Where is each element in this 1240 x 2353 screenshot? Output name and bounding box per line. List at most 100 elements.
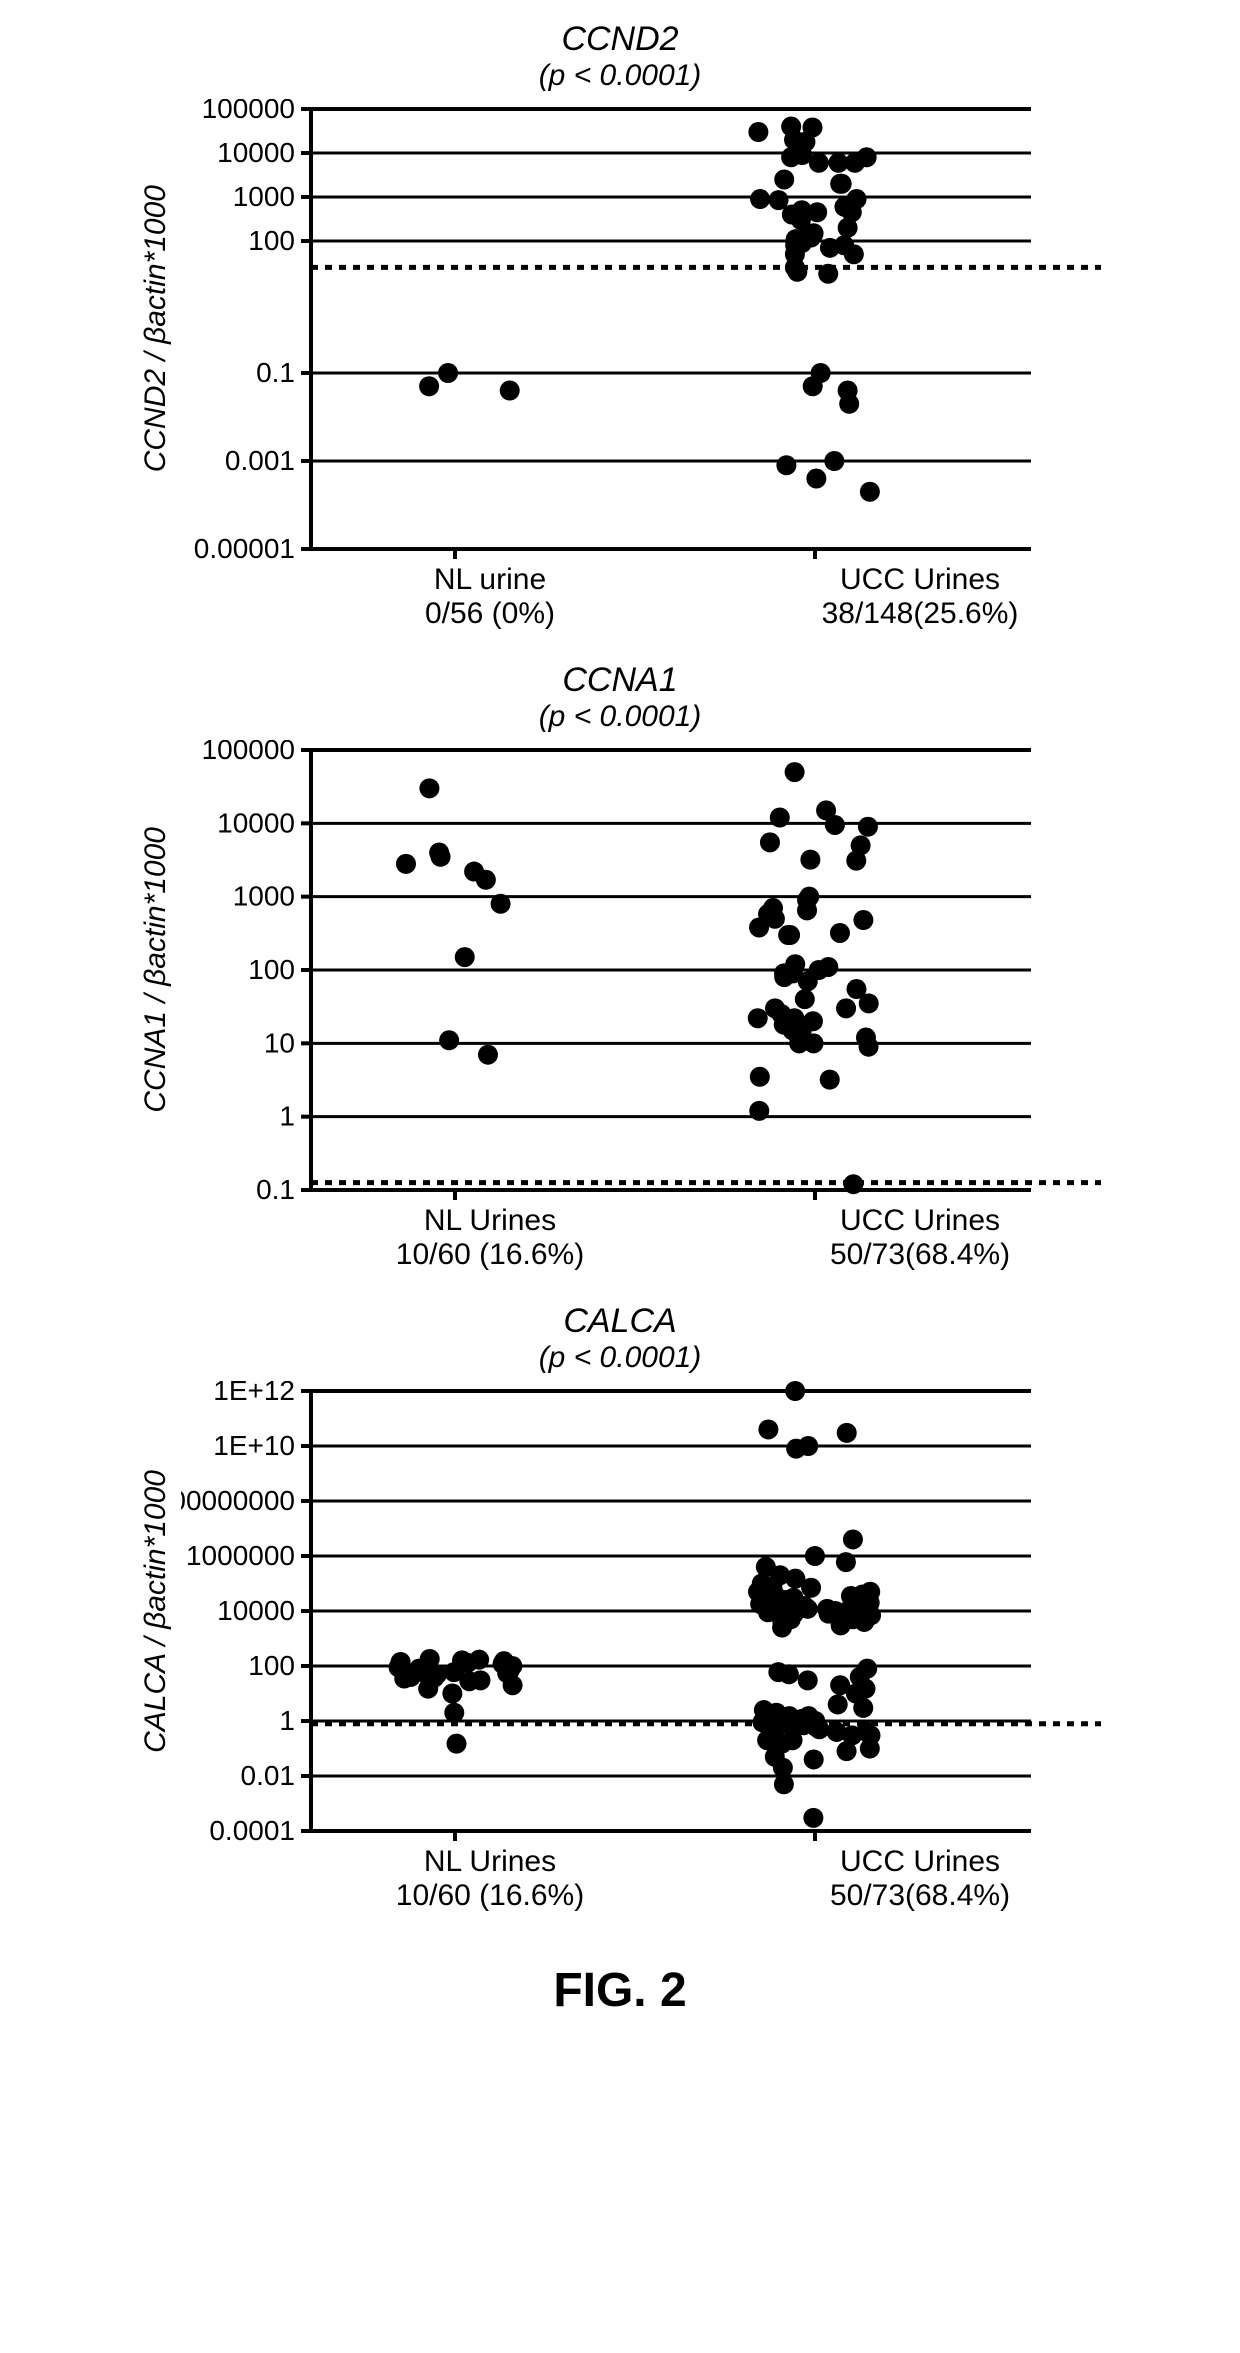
data-point xyxy=(455,947,475,967)
y-tick-label: 10000 xyxy=(217,807,295,838)
y-axis-label: CALCA / βactin*1000 xyxy=(139,1470,173,1753)
data-point xyxy=(804,1749,824,1769)
x-category-count: 0/56 (0%) xyxy=(340,597,640,631)
chart-subtitle: (p < 0.0001) xyxy=(539,700,702,734)
data-point xyxy=(785,1381,805,1401)
x-category-label: UCC Urines38/148(25.6%) xyxy=(770,563,1070,631)
data-point xyxy=(444,1703,464,1723)
data-point xyxy=(772,1618,792,1638)
data-point xyxy=(820,1070,840,1090)
data-point xyxy=(786,1439,806,1459)
scatter-plot: 1E+121E+1010000000010000001000010010.010… xyxy=(181,1381,1101,1841)
x-category-count: 38/148(25.6%) xyxy=(770,597,1070,631)
data-point xyxy=(396,854,416,874)
y-tick-label: 0.00001 xyxy=(194,533,295,559)
y-tick-label: 100 xyxy=(248,954,295,985)
data-point xyxy=(419,376,439,396)
data-point xyxy=(809,153,829,173)
x-category-name: NL Urines xyxy=(340,1845,640,1879)
chart-title: CALCA xyxy=(539,1302,702,1341)
x-category-name: NL urine xyxy=(340,563,640,597)
data-point xyxy=(828,1694,848,1714)
y-tick-label: 10000 xyxy=(217,1595,295,1626)
data-point xyxy=(459,1671,479,1691)
y-tick-label: 1E+12 xyxy=(213,1381,295,1406)
x-category-label: UCC Urines50/73(68.4%) xyxy=(770,1845,1070,1913)
panel-ccna1: CCNA1(p < 0.0001)CCNA1 / βactin*10001000… xyxy=(105,661,1135,1272)
chart-title: CCND2 xyxy=(539,20,702,59)
data-point xyxy=(503,1675,523,1695)
x-category-name: UCC Urines xyxy=(770,563,1070,597)
y-tick-label: 10 xyxy=(264,1027,295,1058)
scatter-plot: 1000001000010001000.10.0010.00001 xyxy=(181,99,1101,559)
data-point xyxy=(831,1615,851,1635)
data-point xyxy=(854,1612,874,1632)
data-point xyxy=(844,244,864,264)
data-point xyxy=(843,1529,863,1549)
y-tick-label: 1E+10 xyxy=(213,1430,295,1461)
data-point xyxy=(836,998,856,1018)
data-point xyxy=(500,381,520,401)
x-category-name: UCC Urines xyxy=(770,1204,1070,1238)
data-point xyxy=(464,862,484,882)
y-tick-label: 100000000 xyxy=(181,1485,295,1516)
data-point xyxy=(748,1008,768,1028)
y-tick-label: 1000 xyxy=(233,881,295,912)
data-point xyxy=(853,1698,873,1718)
x-category-count: 10/60 (16.6%) xyxy=(340,1238,640,1272)
data-point xyxy=(795,989,815,1009)
data-point xyxy=(760,832,780,852)
x-category-name: NL Urines xyxy=(340,1204,640,1238)
data-point xyxy=(779,1664,799,1684)
data-point xyxy=(781,117,801,137)
y-tick-label: 1 xyxy=(279,1101,295,1132)
data-point xyxy=(805,1546,825,1566)
x-category-count: 50/73(68.4%) xyxy=(770,1879,1070,1913)
data-point xyxy=(860,482,880,502)
data-point xyxy=(858,817,878,837)
data-point xyxy=(830,923,850,943)
x-category-label: NL Urines10/60 (16.6%) xyxy=(340,1204,640,1272)
data-point xyxy=(859,1037,879,1057)
data-point xyxy=(394,1669,414,1689)
data-point xyxy=(843,1174,863,1194)
data-point xyxy=(749,1101,769,1121)
data-point xyxy=(750,189,770,209)
y-tick-label: 1 xyxy=(279,1705,295,1736)
data-point xyxy=(860,1739,880,1759)
data-point xyxy=(442,1684,462,1704)
data-point xyxy=(800,850,820,870)
x-category-label: UCC Urines50/73(68.4%) xyxy=(770,1204,1070,1272)
y-tick-label: 1000 xyxy=(233,181,295,212)
y-tick-label: 0.1 xyxy=(256,1174,295,1200)
data-point xyxy=(478,1045,498,1065)
y-axis-label: CCNA1 / βactin*1000 xyxy=(139,827,173,1113)
data-point xyxy=(820,238,840,258)
data-point xyxy=(806,469,826,489)
scatter-plot: 100000 10000 1000 100 10 1 0.1 xyxy=(181,740,1101,1200)
data-point xyxy=(818,264,838,284)
y-tick-label: 0.0001 xyxy=(209,1815,295,1841)
y-tick-label: 0.1 xyxy=(256,357,295,388)
x-category-label: NL urine0/56 (0%) xyxy=(340,563,640,631)
data-point xyxy=(828,153,848,173)
data-point xyxy=(803,376,823,396)
chart-subtitle: (p < 0.0001) xyxy=(539,1341,702,1375)
data-point xyxy=(770,808,790,828)
y-tick-label: 100 xyxy=(248,1650,295,1681)
data-point xyxy=(438,363,458,383)
data-point xyxy=(830,174,850,194)
data-point xyxy=(798,1670,818,1690)
data-point xyxy=(758,1419,778,1439)
y-tick-label: 0.001 xyxy=(225,445,295,476)
data-point xyxy=(846,851,866,871)
data-point xyxy=(809,1719,829,1739)
chart-title: CCNA1 xyxy=(539,661,702,700)
data-point xyxy=(418,1679,438,1699)
x-category-count: 50/73(68.4%) xyxy=(770,1238,1070,1272)
data-point xyxy=(801,1578,821,1598)
figure-caption: FIG. 2 xyxy=(553,1963,686,2018)
y-tick-label: 100000 xyxy=(202,99,295,124)
data-point xyxy=(748,122,768,142)
y-tick-label: 100000 xyxy=(202,740,295,765)
